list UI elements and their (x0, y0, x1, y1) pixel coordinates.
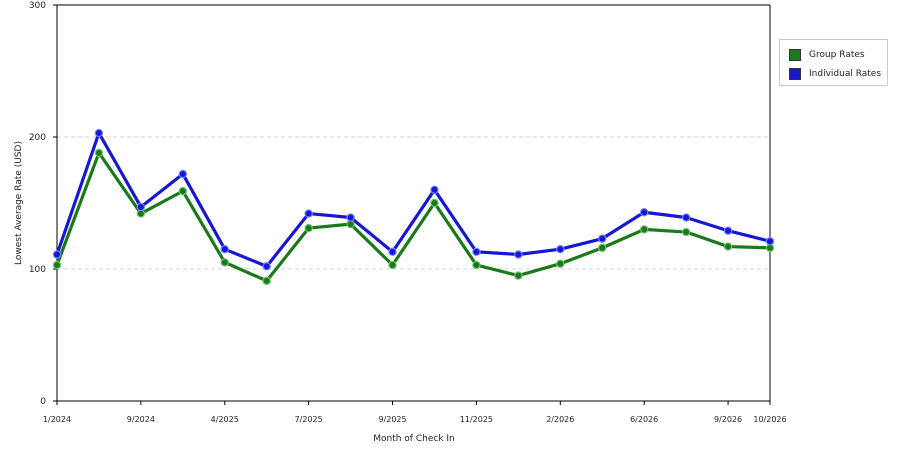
data-point-group-rates (304, 223, 313, 233)
axes (56, 4, 771, 402)
legend-swatch-individual-rates (789, 68, 801, 80)
data-point-individual-rates (681, 213, 691, 222)
x-tick-label: 6/2026 (630, 415, 658, 424)
legend-label-group-rates: Group Rates (809, 50, 865, 60)
data-point-group-rates (556, 259, 565, 268)
x-tick-label: 9/2024 (127, 415, 155, 424)
data-point-individual-rates (639, 208, 649, 217)
legend-swatch-group-rates (789, 49, 801, 61)
data-point-individual-rates (723, 226, 733, 235)
legend: Group Rates Individual Rates (779, 39, 888, 86)
data-point-group-rates (220, 258, 229, 267)
y-tick-label: 100 (29, 265, 46, 275)
series-line-group-rates (55, 151, 771, 283)
data-point-group-rates (94, 148, 104, 158)
y-tick-label: 200 (29, 133, 46, 143)
x-tick-label: 10/2026 (753, 415, 786, 424)
x-ticks: 1/2024 9/2024 4/2025 7/2025 9/2025 11/2025 2/2… (43, 401, 787, 424)
data-point-individual-rates (598, 234, 607, 243)
data-point-group-rates (639, 225, 649, 234)
legend-label-individual-rates: Individual Rates (809, 69, 882, 79)
y-tick-label: 300 (29, 1, 46, 11)
series-points (52, 128, 775, 286)
data-point-group-rates (681, 227, 691, 237)
y-ticks: 0 100 200 300 (29, 1, 57, 407)
data-point-group-rates (262, 276, 271, 286)
data-point-individual-rates (304, 209, 313, 218)
series-lines (55, 131, 771, 283)
data-point-individual-rates (94, 128, 104, 138)
data-point-individual-rates (430, 185, 439, 194)
data-point-group-rates (723, 242, 733, 251)
x-axis-label: Month of Check In (373, 434, 455, 444)
data-point-individual-rates (346, 213, 355, 222)
data-point-group-rates (472, 260, 481, 270)
y-tick-label: 0 (40, 397, 46, 407)
data-point-group-rates (430, 198, 439, 208)
legend-item-individual-rates: Individual Rates (789, 67, 881, 81)
data-point-individual-rates (472, 247, 481, 257)
data-point-individual-rates (556, 244, 565, 254)
x-tick-label: 9/2026 (714, 415, 742, 424)
x-tick-label: 1/2024 (43, 415, 71, 424)
data-point-group-rates (514, 271, 523, 280)
data-point-individual-rates (52, 250, 62, 259)
data-point-individual-rates (220, 244, 229, 254)
data-point-individual-rates (388, 247, 397, 257)
data-point-group-rates (598, 243, 607, 253)
data-point-individual-rates (178, 169, 188, 179)
data-point-individual-rates (765, 237, 775, 246)
x-tick-label: 7/2025 (295, 415, 323, 424)
x-tick-label: 4/2025 (211, 415, 239, 424)
legend-item-group-rates: Group Rates (789, 48, 865, 62)
data-point-individual-rates (136, 202, 146, 212)
x-tick-label: 9/2025 (378, 415, 406, 424)
data-point-group-rates (388, 260, 397, 270)
data-point-group-rates (178, 186, 188, 196)
x-tick-label: 2/2026 (546, 415, 574, 424)
y-axis-label: Lowest Average Rate (USD) (14, 141, 24, 265)
series-line-individual-rates (55, 131, 771, 268)
x-tick-label: 11/2025 (460, 415, 493, 424)
data-point-individual-rates (262, 262, 271, 271)
data-point-group-rates (52, 260, 62, 270)
data-point-individual-rates (514, 250, 523, 259)
